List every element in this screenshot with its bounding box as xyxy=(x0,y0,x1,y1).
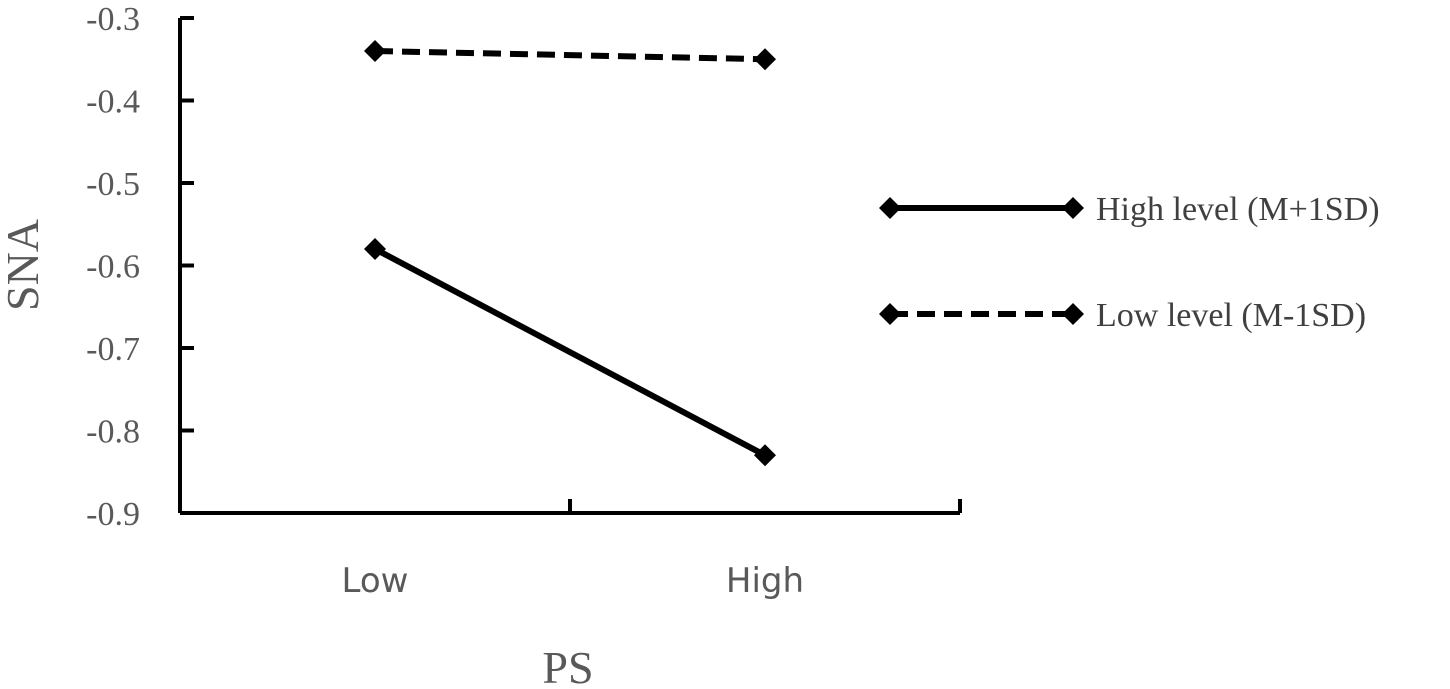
series-line xyxy=(373,246,767,458)
x-categories: Low High xyxy=(342,561,805,601)
y-tick-label: -0.9 xyxy=(86,496,140,533)
legend-marker xyxy=(879,303,901,325)
legend-marker xyxy=(1062,197,1084,219)
x-tick-label: Low xyxy=(342,561,409,601)
y-ticks: -0.3 -0.4 -0.5 -0.6 -0.7 -0.8 -0.9 xyxy=(86,1,194,533)
y-tick-label: -0.7 xyxy=(86,331,140,368)
legend-item: High level (M+1SD) xyxy=(879,191,1380,228)
x-axis-title: PS xyxy=(542,642,593,689)
data-point xyxy=(754,48,776,71)
series-2 xyxy=(364,40,776,71)
legend-label: Low level (M-1SD) xyxy=(1096,297,1366,334)
y-tick-label: -0.6 xyxy=(86,249,140,286)
axes xyxy=(178,18,962,515)
y-tick-label: -0.8 xyxy=(86,414,140,451)
data-point xyxy=(364,238,386,260)
legend-marker xyxy=(1062,303,1084,325)
series-layer xyxy=(364,40,776,467)
y-tick-label: -0.5 xyxy=(86,166,140,203)
series-1 xyxy=(364,238,776,467)
y-tick-label: -0.4 xyxy=(86,84,140,121)
series-line xyxy=(374,48,766,63)
legend-item: Low level (M-1SD) xyxy=(879,297,1366,334)
legend-marker xyxy=(879,197,901,219)
data-point xyxy=(754,444,776,467)
legend: High level (M+1SD) Low level (M-1SD) xyxy=(879,191,1380,334)
y-axis-title: SNA xyxy=(0,219,48,311)
legend-label: High level (M+1SD) xyxy=(1096,191,1380,228)
x-tick-label: High xyxy=(726,561,804,601)
data-point xyxy=(364,40,386,62)
y-tick-label: -0.3 xyxy=(86,1,140,38)
